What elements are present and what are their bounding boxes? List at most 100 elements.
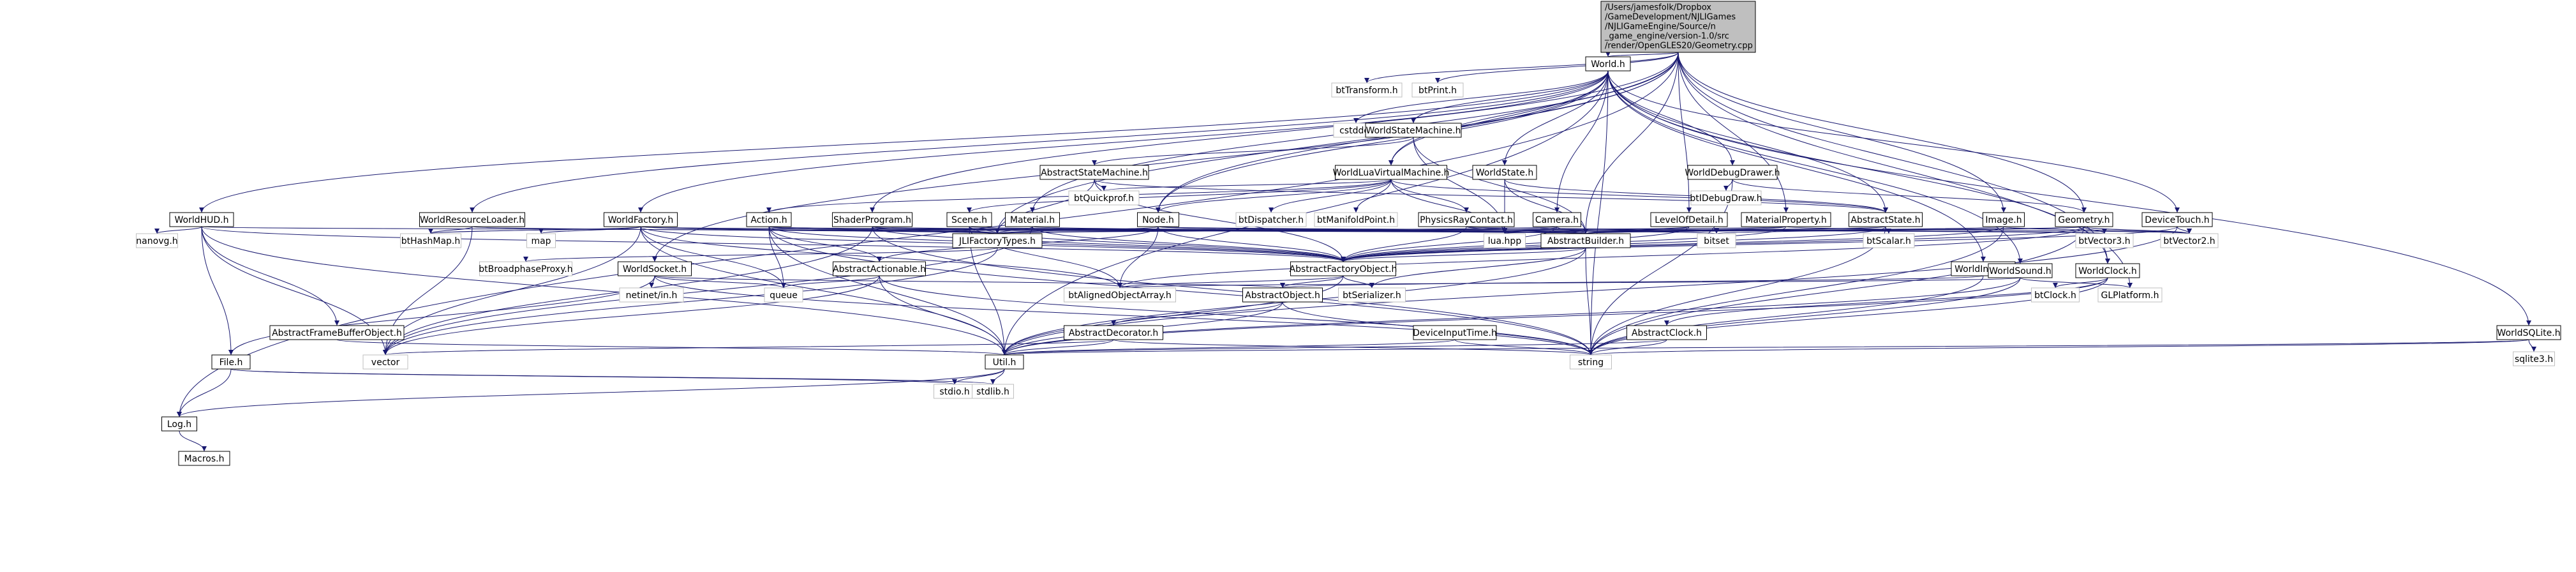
node-world_h[interactable]: World.h [1585,56,1631,72]
edge-root-to-bttransform [1364,52,1679,84]
edge-abstractactionable-to-string [879,275,1593,356]
edge-root-to-jlifactorytypes [995,52,1679,234]
edge-worldsocket-to-queue [654,275,786,289]
edge-worldluavm-to-btquickprof [1101,179,1392,192]
node-label: Image.h [1985,215,2021,225]
node-abstractclock[interactable]: AbstractClock.h [1627,325,1707,340]
node-map: map [526,233,556,248]
node-deviceinputtime[interactable]: DeviceInputTime.h [1413,325,1497,340]
node-label: btManifoldPoint.h [1317,215,1395,225]
edge-jlifactorytypes-to-vector [383,247,998,356]
node-file[interactable]: File.h [211,354,251,370]
node-physicsraycontact[interactable]: PhysicsRayContact.h [1418,212,1515,227]
node-devicetouch[interactable]: DeviceTouch.h [2141,212,2213,227]
edge-geometry-to-bitset [1714,226,2085,234]
node-label: Scene.h [951,215,987,225]
node-label: btVector3.h [2078,236,2130,246]
edge-worldstate-to-abstractbuilder [1504,179,1588,234]
edge-action-to-queue [768,226,786,289]
edge-worldhud-to-nanovg [154,226,202,234]
node-geometry[interactable]: Geometry.h [2055,212,2113,227]
edge-util-to-stdlib [990,368,1005,385]
node-btclock: btClock.h [2031,287,2080,303]
node-abstractfactoryobject[interactable]: AbstractFactoryObject.h [1290,261,1397,276]
edge-worldhud-to-util [201,226,1007,356]
node-abstractstate[interactable]: AbstractState.h [1849,212,1923,227]
edge-abstractbuilder-to-string [1585,247,1593,356]
node-worldstate[interactable]: WorldState.h [1472,165,1537,180]
edge-root-to-abstractbuilder [1583,52,1679,234]
node-worldclock[interactable]: WorldClock.h [2075,263,2140,278]
node-levelofdetail[interactable]: LevelOfDetail.h [1650,212,1728,227]
node-action[interactable]: Action.h [746,212,792,227]
edge-file-to-stdlib [230,368,995,385]
node-abstractdecorator[interactable]: AbstractDecorator.h [1064,325,1163,340]
node-label: Geometry.h [2058,215,2110,225]
root-file-path-line: /GameDevelopment/NJLIGames [1605,13,1736,22]
node-worldfactory[interactable]: WorldFactory.h [604,212,678,227]
edge-worldfactory-to-queue [640,226,786,289]
node-macros[interactable]: Macros.h [178,451,230,466]
node-worldsound[interactable]: WorldSound.h [1988,263,2053,278]
edge-worldsqlite-to-sqlite3 [2528,339,2536,352]
node-label: WorldHUD.h [175,215,229,225]
node-abstractframebuffer[interactable]: AbstractFrameBufferObject.h [269,325,405,340]
node-label: Camera.h [1535,215,1579,225]
edge-world_h-to-cstddef [1353,70,1609,124]
node-abstractobject[interactable]: AbstractObject.h [1242,287,1323,303]
node-label: btDispatcher.h [1239,215,1304,225]
root-file-path-line: /NJLIGameEngine/Source/n [1605,22,1716,32]
node-abstractstatemachine[interactable]: AbstractStateMachine.h [1039,165,1149,180]
node-worldsocket[interactable]: WorldSocket.h [618,261,692,276]
edge-worldsqlite-to-string [1589,339,2529,356]
node-btvector3: btVector3.h [2075,233,2134,248]
edge-world_h-to-worldinput [1607,70,1986,262]
node-sqlite3: sqlite3.h [2513,351,2555,366]
node-node[interactable]: Node.h [1137,212,1179,227]
node-worldstatemachine[interactable]: WorldStateMachine.h [1365,123,1462,138]
edge-abstractstatemachine-to-jlifactorytypes [995,179,1095,234]
node-abstractbuilder[interactable]: AbstractBuilder.h [1540,233,1631,248]
node-luahpp: lua.hpp [1484,233,1526,248]
node-label: MaterialProperty.h [1745,215,1826,225]
edge-shaderprogram-to-jlifactorytypes [872,226,1000,234]
node-label: WorldDebugDrawer.h [1685,168,1780,178]
node-util[interactable]: Util.h [985,354,1024,370]
edge-worlddebugdrawer-to-geometry [1732,179,2087,213]
node-scene[interactable]: Scene.h [946,212,992,227]
node-log[interactable]: Log.h [161,416,197,432]
edge-worldsound-to-glplatform [2020,277,2133,289]
edge-scene-to-abstractfactoryobject [969,226,1346,262]
node-label: btAlignedObjectArray.h [1068,290,1172,301]
node-worlddebugdrawer[interactable]: WorldDebugDrawer.h [1685,165,1780,180]
node-materialproperty[interactable]: MaterialProperty.h [1741,212,1831,227]
node-worldsqlite[interactable]: WorldSQLite.h [2496,325,2561,340]
node-worldresourceloader[interactable]: WorldResourceLoader.h [419,212,525,227]
edge-world_h-to-abstractstate [1607,70,1888,213]
edge-abstractbuilder-to-btserializer [1369,247,1586,289]
node-image[interactable]: Image.h [1983,212,2025,227]
node-label: AbstractFrameBufferObject.h [272,328,402,338]
edge-world_h-to-string [1588,70,1609,356]
node-label: WorldClock.h [2078,266,2136,276]
edge-geometry-to-btalignedobjectarray [1117,226,2085,289]
node-shaderprogram[interactable]: ShaderProgram.h [832,212,912,227]
edge-root-to-image [1678,52,2006,213]
node-jlifactorytypes[interactable]: JLIFactoryTypes.h [952,233,1043,248]
edge-root-to-world_h [1605,51,1679,57]
edge-worldsocket-to-file [228,275,655,356]
edge-world_h-to-node [1156,70,1609,213]
node-worldhud[interactable]: WorldHUD.h [169,212,234,227]
node-worldluavm[interactable]: WorldLuaVirtualMachine.h [1333,165,1450,180]
node-material[interactable]: Material.h [1005,212,1060,227]
edge-worldhud-to-abstractfactoryobject [201,226,1346,262]
edge-root-to-shaderprogram [870,52,1679,213]
node-label: btBroadphaseProxy.h [479,264,572,275]
edge-action-to-abstractfactoryobject [768,226,1346,262]
node-camera[interactable]: Camera.h [1533,212,1581,227]
edge-root-to-log [177,52,1679,418]
node-label: btQuickprof.h [1074,193,1134,204]
node-btserializer: btSerializer.h [1338,287,1406,303]
edge-worldfactory-to-map [539,226,641,234]
node-abstractactionable[interactable]: AbstractActionable.h [833,261,926,276]
